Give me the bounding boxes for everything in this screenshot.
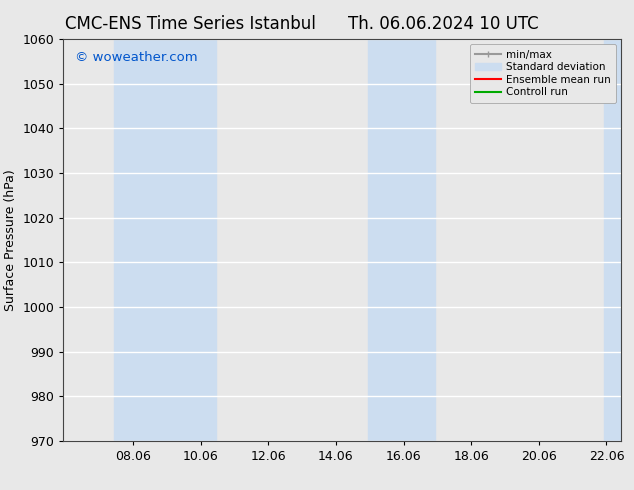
Text: Th. 06.06.2024 10 UTC: Th. 06.06.2024 10 UTC [349, 15, 539, 33]
Bar [114, 39, 216, 441]
Y-axis label: Surface Pressure (hPa): Surface Pressure (hPa) [4, 169, 17, 311]
Text: © woweather.com: © woweather.com [75, 51, 197, 64]
Bar [604, 39, 621, 441]
Text: CMC-ENS Time Series Istanbul: CMC-ENS Time Series Istanbul [65, 15, 316, 33]
Bar [368, 39, 436, 441]
Legend: min/max, Standard deviation, Ensemble mean run, Controll run: min/max, Standard deviation, Ensemble me… [470, 45, 616, 102]
